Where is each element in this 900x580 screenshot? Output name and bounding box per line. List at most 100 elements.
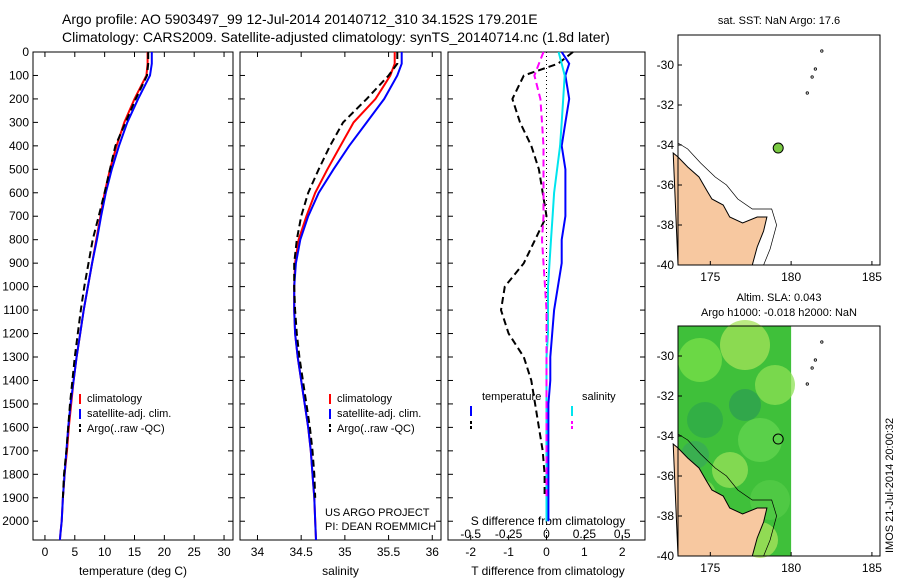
map-y-tick-label: -34 bbox=[657, 138, 675, 152]
series-line-0 bbox=[547, 51, 571, 522]
legend-header-salinity: salinity bbox=[582, 391, 616, 403]
map-x-tick-label: 180 bbox=[781, 270, 801, 284]
island-marker bbox=[820, 340, 824, 344]
x-tick-label: 34.5 bbox=[289, 545, 313, 559]
header-line-2: Climatology: CARS2009. Satellite-adjuste… bbox=[62, 29, 610, 45]
map-frame bbox=[677, 325, 881, 557]
header-line-1: Argo profile: AO 5903497_99 12-Jul-2014 … bbox=[62, 11, 538, 27]
y-tick-label: 2000 bbox=[2, 514, 29, 528]
island-marker bbox=[813, 358, 817, 362]
x-tick-label: 2 bbox=[619, 545, 626, 559]
legend-label-2: Argo(..raw -QC) bbox=[337, 423, 415, 435]
legend-label-2: Argo(..raw -QC) bbox=[87, 423, 165, 435]
sla-blob bbox=[720, 320, 770, 370]
series-line-2 bbox=[61, 52, 150, 498]
x-tick-label: 20 bbox=[158, 545, 172, 559]
map-x-tick-label: 175 bbox=[700, 270, 720, 284]
map-y-tick-label: -34 bbox=[657, 429, 675, 443]
map-y-tick-label: -38 bbox=[657, 218, 675, 232]
plot-frame bbox=[239, 51, 442, 541]
temperature-panel: 0 5 10 15 20 25 300100200300400500600700800900… bbox=[2, 45, 234, 578]
argo-float-marker bbox=[772, 142, 784, 154]
x-tick-label: 34 bbox=[251, 545, 265, 559]
y-tick-label: 800 bbox=[9, 233, 29, 247]
s-tick-label: 0.25 bbox=[573, 527, 597, 541]
legend-label-1: satellite-adj. clim. bbox=[337, 408, 421, 420]
series-line-1 bbox=[293, 52, 403, 541]
y-tick-label: 200 bbox=[9, 92, 29, 106]
x-tick-label: 1 bbox=[581, 545, 588, 559]
salinity-panel: 34 34.5 35 35.5 36 salinity climatology satelli… bbox=[239, 51, 442, 578]
sla-blob bbox=[678, 338, 722, 382]
annotation-project: US ARGO PROJECT bbox=[325, 507, 430, 519]
island-marker bbox=[810, 75, 814, 79]
x-axis-label: T difference from climatology bbox=[471, 564, 625, 578]
sst-map-panel: 175 180 185 -30 -32 -34 -36 -38 -40 sat. SST: NaN… bbox=[657, 15, 883, 284]
isobath-line bbox=[677, 433, 777, 557]
x-tick-label: 36 bbox=[426, 545, 440, 559]
sla-blob bbox=[687, 402, 723, 438]
series-line-3 bbox=[533, 51, 548, 498]
y-tick-label: 700 bbox=[9, 209, 29, 223]
series-line-2 bbox=[293, 52, 399, 498]
series-line-0 bbox=[58, 52, 149, 541]
series-line-1 bbox=[499, 51, 574, 498]
y-tick-label: 600 bbox=[9, 186, 29, 200]
sla-blob bbox=[729, 389, 761, 421]
map-y-tick-label: -40 bbox=[657, 549, 675, 563]
map-y-tick-label: -32 bbox=[657, 389, 675, 403]
map-y-tick-label: -30 bbox=[657, 58, 675, 72]
legend-label-0: climatology bbox=[87, 393, 143, 405]
island-marker bbox=[813, 67, 817, 71]
s-tick-label: -0.5 bbox=[460, 527, 481, 541]
x-tick-label: 25 bbox=[188, 545, 202, 559]
map-title: sat. SST: NaN Argo: 17.6 bbox=[718, 15, 840, 27]
legend-label-0: climatology bbox=[337, 393, 393, 405]
y-tick-label: 300 bbox=[9, 115, 29, 129]
x-axis-label: salinity bbox=[322, 564, 359, 578]
map-y-tick-label: -32 bbox=[657, 98, 675, 112]
sla-map-panel: 175 180 185 -30 -32 -34 -36 -38 -40 Altim. SLA: 0… bbox=[657, 292, 883, 575]
y-tick-label: 1800 bbox=[2, 467, 29, 481]
y-tick-label: 500 bbox=[9, 162, 29, 176]
x-tick-label: -1 bbox=[503, 545, 514, 559]
x-tick-label: 5 bbox=[71, 545, 78, 559]
argo-float-marker bbox=[772, 433, 784, 445]
plot-frame bbox=[32, 51, 234, 541]
map-y-tick-label: -30 bbox=[657, 349, 675, 363]
sla-blob bbox=[712, 452, 748, 488]
y-tick-label: 1300 bbox=[2, 350, 29, 364]
x-tick-label: 0 bbox=[543, 545, 550, 559]
y-tick-label: 400 bbox=[9, 139, 29, 153]
sla-blob bbox=[738, 418, 782, 462]
map-y-tick-label: -36 bbox=[657, 178, 675, 192]
y-tick-label: 1400 bbox=[2, 373, 29, 387]
island-marker bbox=[810, 366, 814, 370]
x-tick-label: 10 bbox=[98, 545, 112, 559]
x-tick-label: -2 bbox=[465, 545, 476, 559]
legend-header-temperature: temperature bbox=[482, 391, 541, 403]
y-tick-label: 1200 bbox=[2, 327, 29, 341]
map-subtitle: Argo h1000: -0.018 h2000: NaN bbox=[701, 307, 857, 319]
land-north-island bbox=[672, 442, 768, 557]
land-north-island bbox=[672, 151, 768, 266]
isobath-line bbox=[677, 142, 777, 266]
island-marker bbox=[820, 49, 824, 53]
s-tick-label: -0.25 bbox=[495, 527, 523, 541]
y-tick-label: 100 bbox=[9, 68, 29, 82]
y-tick-label: 1000 bbox=[2, 280, 29, 294]
x-tick-label: 35.5 bbox=[377, 545, 401, 559]
map-title: Altim. SLA: 0.043 bbox=[737, 292, 822, 304]
y-tick-label: 1500 bbox=[2, 397, 29, 411]
series-line-0 bbox=[293, 52, 396, 541]
y-tick-label: 1700 bbox=[2, 444, 29, 458]
map-x-tick-label: 175 bbox=[700, 561, 720, 575]
y-tick-label: 900 bbox=[9, 256, 29, 270]
x-tick-label: 35 bbox=[338, 545, 352, 559]
series-line-1 bbox=[58, 52, 153, 541]
map-y-tick-label: -40 bbox=[657, 258, 675, 272]
island-marker bbox=[805, 91, 809, 95]
y-tick-label: 0 bbox=[22, 45, 29, 59]
